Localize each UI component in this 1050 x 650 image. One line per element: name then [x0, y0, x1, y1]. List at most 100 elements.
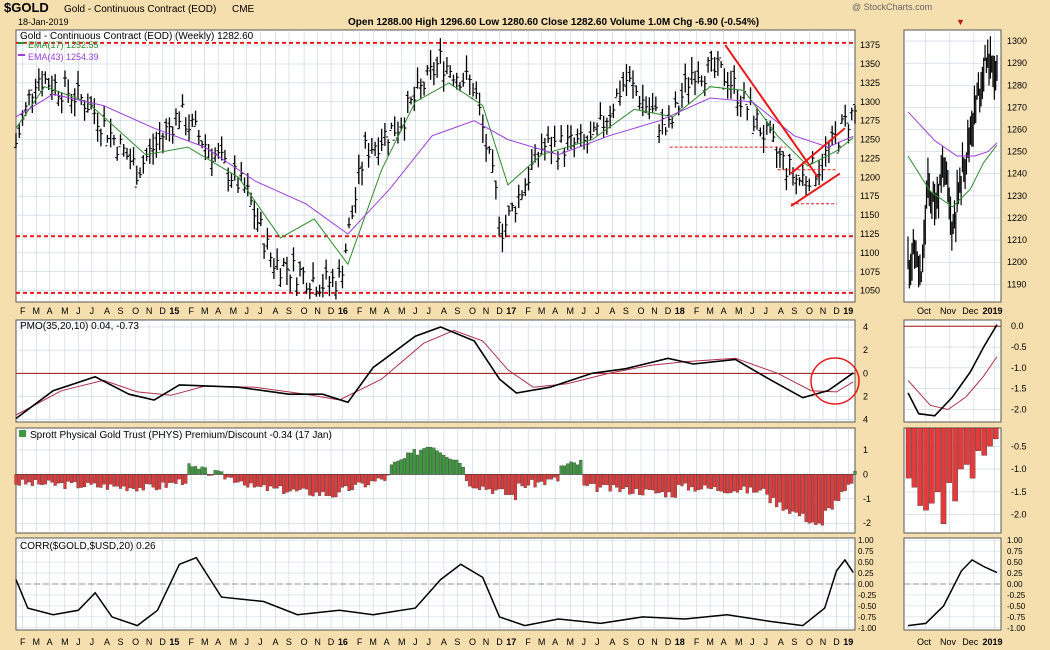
zoom-corr-tick: -1.00 [1007, 624, 1026, 633]
x-tick-label: M [706, 306, 714, 316]
phys-bar [14, 474, 18, 485]
x-tick-label: 16 [338, 637, 348, 647]
phys-bar [324, 474, 328, 496]
watermark: @ StockCharts.com [852, 2, 932, 12]
phys-bar [190, 466, 194, 475]
phys-bar [376, 474, 380, 479]
zoom-phys-bar [917, 427, 923, 506]
phys-bar [233, 474, 237, 483]
zoom-x-label: Dec [962, 306, 979, 316]
x-tick-label: D [833, 637, 840, 647]
exchange: CME [232, 4, 255, 15]
corr-panel [15, 556, 855, 627]
x-tick-label: A [104, 637, 110, 647]
zoom-x-label: Oct [917, 306, 932, 316]
phys-bar [513, 474, 518, 500]
phys-bar [363, 474, 367, 488]
phys-bar [641, 474, 645, 496]
phys-bar [406, 452, 410, 475]
phys-bar [713, 474, 717, 488]
x-tick-label: S [791, 306, 797, 316]
x-tick-label: M [230, 306, 238, 316]
x-tick-label: A [47, 306, 53, 316]
phys-bar [383, 474, 387, 481]
pmo-tick-label: 4 [863, 415, 868, 425]
zoom-price-tick: 1220 [1007, 213, 1027, 223]
corr-tick-label: 0.75 [858, 547, 874, 556]
zoom-pmo-tick: -0.5 [1011, 342, 1027, 352]
phys-bar [412, 449, 416, 475]
x-tick-label: A [778, 306, 784, 316]
zoom-phys-bar [923, 427, 929, 511]
x-tick-label: F [188, 637, 194, 647]
phys-bar [47, 474, 51, 481]
phys-bar [484, 474, 488, 490]
x-axis-labels: FFMMAAMMJJJJAASSOONNDD1515FFMMAAMMJJJJAA… [20, 306, 853, 647]
x-tick-label: F [694, 306, 700, 316]
pmo-panel [15, 326, 855, 420]
phys-bar [647, 474, 651, 490]
phys-bar [745, 474, 749, 494]
phys-bar [63, 474, 67, 489]
phys-bar [265, 474, 269, 491]
zoom-price-tick: 1250 [1007, 147, 1027, 157]
phys-bar [422, 448, 426, 475]
phys-bar [184, 474, 188, 484]
x-tick-label: S [454, 637, 460, 647]
phys-bar [788, 474, 792, 514]
phys-bar [833, 474, 837, 501]
phys-bar [758, 474, 762, 491]
x-tick-label: D [496, 637, 503, 647]
phys-bar [389, 464, 393, 475]
phys-bar [703, 474, 707, 486]
phys-bar [853, 471, 857, 475]
phys-bar [664, 474, 668, 498]
phys-bar [582, 474, 586, 486]
phys-bar [624, 474, 629, 488]
x-tick-label: M [230, 637, 238, 647]
price-tick-label: 1150 [860, 210, 879, 220]
phys-bar [20, 474, 25, 480]
x-tick-label: M [369, 637, 377, 647]
phys-bar [755, 474, 759, 493]
zoom-phys-bar [975, 427, 982, 451]
legend-ema17: EMA(17) 1252.55 [28, 40, 99, 50]
stats-line: Open 1288.00 High 1296.60 Low 1280.60 Cl… [348, 17, 759, 28]
zoom-phys-bar [911, 427, 918, 488]
phys-bar [507, 474, 511, 495]
zoom-corr-tick: 1.00 [1007, 536, 1023, 545]
x-tick-label: N [820, 306, 827, 316]
pmo-signal-line [15, 329, 854, 416]
price-tick-label: 1100 [860, 248, 879, 258]
x-tick-label: D [665, 306, 672, 316]
phys-bar [92, 474, 96, 484]
phys-bar [357, 474, 361, 483]
x-tick-label: J [595, 306, 600, 316]
corr-line [15, 556, 854, 627]
x-tick-label: J [582, 306, 587, 316]
phys-bar [347, 474, 351, 492]
zoom-corr-tick: -0.25 [1007, 591, 1026, 600]
phys-bar [585, 474, 589, 486]
phys-panel-title: Sprott Physical Gold Trust (PHYS) Premiu… [30, 430, 332, 441]
x-tick-label: J [750, 637, 755, 647]
price-tick-label: 1350 [860, 59, 880, 69]
zoom-price-tick: 1200 [1007, 257, 1027, 267]
phys-bar [145, 474, 149, 484]
phys-bar [700, 474, 704, 490]
x-tick-label: M [61, 306, 69, 316]
corr-y-axis: 1.00 0.75 0.50 0.25 0.00 -0.25 -0.50 -0.75 -1.00 [858, 536, 877, 633]
phys-bar [497, 474, 501, 490]
zoom-phys-bar [934, 427, 941, 493]
zoom-price-tick: 1190 [1007, 279, 1026, 289]
phys-bar [556, 474, 560, 482]
phys-bar [451, 459, 456, 475]
zoom-phys-bar [963, 427, 970, 465]
phys-bar [709, 474, 713, 490]
phys-bar [236, 474, 240, 483]
panel-pmo [15, 319, 856, 423]
x-tick-label: D [328, 637, 335, 647]
phys-bar [824, 474, 828, 511]
legend-ema17-swatch [18, 42, 25, 44]
zoom-price-tick: 1280 [1007, 80, 1027, 90]
